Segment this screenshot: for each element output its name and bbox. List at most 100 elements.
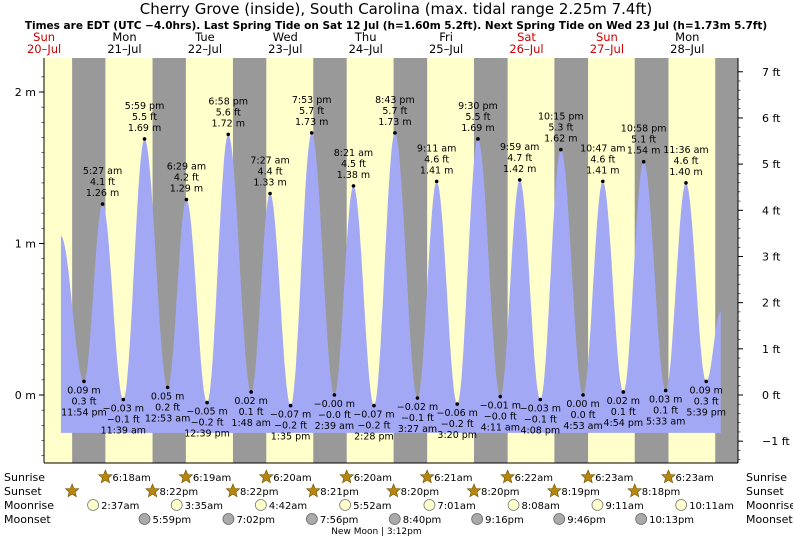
sunset-time: 8:20pm — [401, 487, 440, 498]
right-tick-label: 0 ft — [762, 389, 781, 402]
tide-point — [142, 137, 147, 141]
sunrise-time: 6:18am — [112, 473, 150, 484]
sunset-icon — [386, 483, 402, 498]
tide-height-ft: 5.7 ft — [299, 106, 324, 117]
tide-height-ft: 4.5 ft — [341, 159, 366, 170]
tide-time: 3:27 am — [398, 424, 437, 435]
sunrise-icon — [258, 469, 274, 484]
tide-height-ft: 0.3 ft — [694, 396, 719, 407]
tide-time: 1:35 pm — [271, 432, 311, 443]
tide-height-ft: 0.1 ft — [611, 407, 636, 418]
tide-height-m: −0.01 m — [480, 401, 521, 412]
day-header-dow: Sun — [33, 30, 55, 44]
moonrise-icon — [254, 499, 267, 511]
tide-height-ft: 5.3 ft — [548, 123, 573, 134]
sunrise-icon — [339, 469, 355, 484]
sunrise-time: 6:20am — [273, 473, 311, 484]
moonrise-icon — [675, 499, 688, 511]
day-header-date: 23–Jul — [268, 42, 302, 56]
tide-height-m: 1.73 m — [295, 117, 328, 128]
tide-height-m: 0.09 m — [690, 385, 723, 396]
moonset-time: 5:59pm — [153, 515, 192, 526]
tide-time: 4:08 pm — [521, 426, 561, 437]
moonset-icon — [138, 513, 151, 525]
tide-point — [517, 178, 522, 182]
moonset-row-label: Moonset — [4, 513, 51, 526]
tide-height-ft: 4.4 ft — [258, 167, 283, 178]
tide-time: 11:54 pm — [61, 407, 107, 418]
tide-time: 5:39 pm — [686, 407, 726, 418]
sunrise-time: 6:21am — [434, 473, 472, 484]
moonset-time: 9:16pm — [485, 515, 524, 526]
tide-point — [434, 179, 439, 184]
moonrise-icon — [339, 499, 352, 511]
tide-height-ft: 5.5 ft — [132, 112, 157, 123]
right-tick-label: 2 ft — [762, 297, 781, 310]
tide-height-m: 0.05 m — [151, 391, 184, 402]
moonrise-icon — [591, 499, 604, 511]
tide-point — [100, 202, 105, 206]
tide-point — [476, 137, 480, 141]
tide-time: 9:11 am — [417, 143, 456, 154]
tide-height-ft: 5.1 ft — [631, 135, 656, 146]
moonrise-icon — [507, 499, 520, 511]
moonset-icon — [553, 513, 566, 525]
tide-point — [538, 397, 543, 402]
moonset-time: 10:13pm — [649, 515, 694, 526]
tide-point — [249, 390, 253, 394]
tide-time: 4:53 am — [563, 421, 602, 432]
tide-height-ft: 4.6 ft — [590, 154, 615, 165]
tide-time: 6:29 am — [167, 162, 206, 173]
tide-height-m: 1.72 m — [212, 118, 245, 129]
tide-height-ft: −0.2 ft — [441, 419, 474, 430]
left-tick-label: 0 m — [15, 389, 36, 402]
day-header-dow: Fri — [439, 30, 453, 44]
sunset-icon — [225, 483, 241, 498]
tide-height-ft: −0.0 ft — [484, 412, 517, 423]
sunrise-row-label-right: Sunrise — [746, 471, 787, 484]
day-header-dow: Mon — [675, 30, 699, 44]
tide-time: 5:59 pm — [125, 101, 165, 112]
day-header-dow: Wed — [273, 30, 298, 44]
tide-point — [332, 393, 337, 397]
tide-point — [165, 385, 170, 390]
day-header-dow: Thu — [354, 30, 377, 44]
moonset-icon — [222, 513, 235, 525]
moonset-time: 7:02pm — [236, 515, 275, 526]
right-tick-label: 3 ft — [762, 250, 781, 263]
tide-height-ft: 0.0 ft — [571, 410, 596, 421]
moonrise-time: 2:37am — [101, 501, 139, 512]
chart-subtitle: Times are EDT (UTC −4.0hrs). Last Spring… — [25, 20, 767, 32]
tide-time: 10:15 pm — [538, 112, 584, 123]
sunrise-icon — [580, 469, 596, 484]
tide-time: 8:21 am — [334, 148, 373, 159]
tide-area — [60, 132, 721, 433]
tide-height-m: −0.05 m — [186, 407, 227, 418]
tide-time: 9:59 am — [500, 142, 539, 153]
right-tick-label: 1 ft — [762, 343, 781, 356]
tide-height-ft: −0.1 ft — [107, 415, 140, 426]
moonset-time: 7:56pm — [320, 515, 359, 526]
tide-point — [121, 397, 126, 402]
sunset-time: 8:19pm — [561, 487, 600, 498]
tide-height-ft: 4.6 ft — [424, 154, 449, 165]
tide-point — [455, 402, 460, 406]
moonset-time: 8:40pm — [403, 515, 442, 526]
moonrise-row-label: Moonrise — [4, 499, 54, 512]
moonrise-row-label-right: Moonrise — [746, 499, 793, 512]
sunrise-time: 6:23am — [595, 473, 633, 484]
tide-point — [621, 390, 626, 394]
sunset-icon — [546, 483, 562, 498]
moonset-row-label-right: Moonset — [746, 513, 793, 526]
tide-point — [184, 197, 189, 202]
tide-point — [601, 179, 605, 184]
tide-time: 10:47 am — [580, 143, 625, 154]
sunset-icon — [466, 483, 482, 498]
sunset-icon — [627, 483, 643, 498]
day-header-dow: Mon — [112, 30, 136, 44]
day-header-date: 22–Jul — [188, 42, 222, 56]
moonrise-time: 10:11am — [689, 501, 734, 512]
tide-point — [372, 403, 376, 408]
